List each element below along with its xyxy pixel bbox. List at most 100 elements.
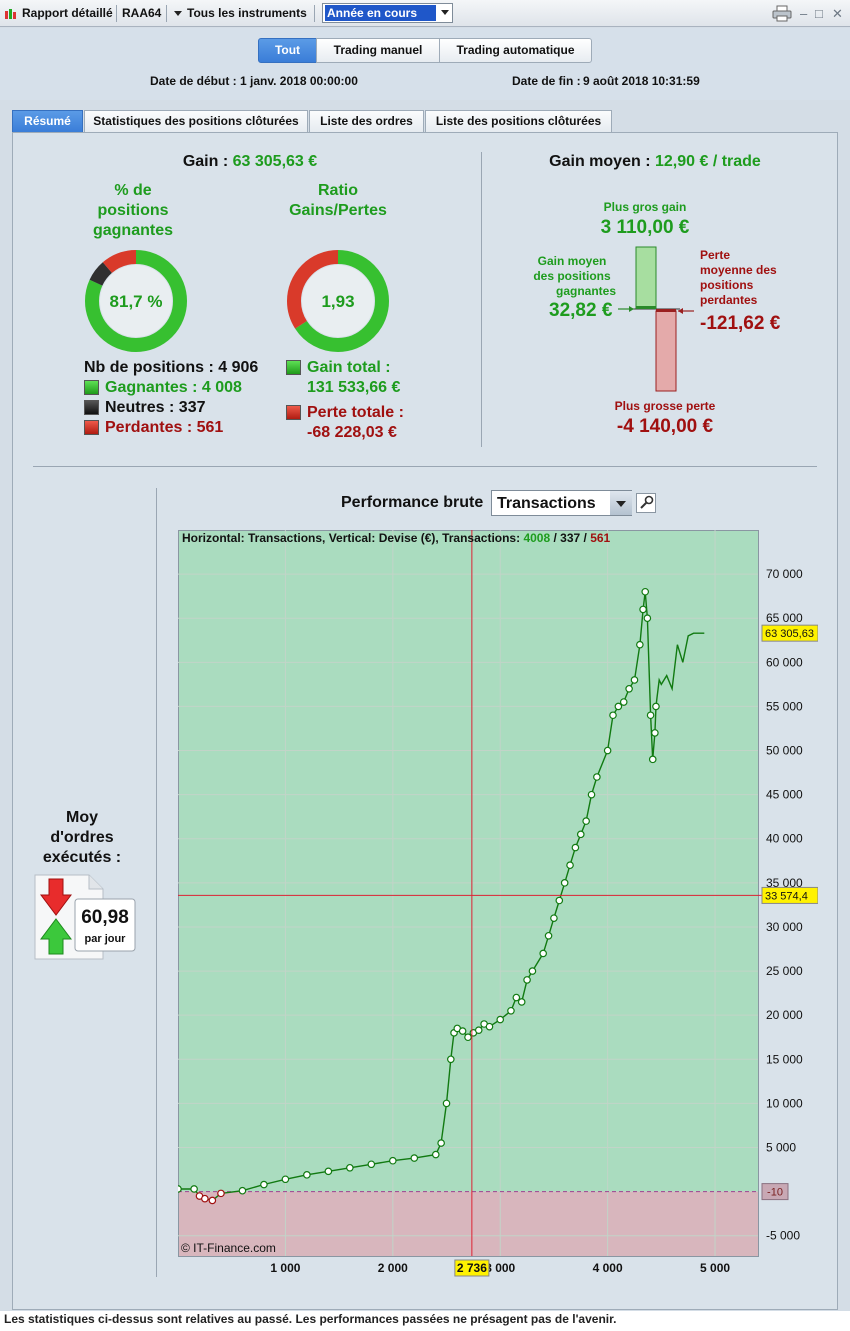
- neutral-count: Neutres : 337: [105, 399, 206, 416]
- chart-info-sep: /: [580, 531, 591, 545]
- data-point: [636, 640, 644, 649]
- tab-orders[interactable]: Liste des ordres: [309, 110, 424, 132]
- title-bar: Rapport détaillé RAA64 Tous les instrume…: [0, 0, 850, 27]
- close-icon[interactable]: ✕: [832, 6, 843, 21]
- maximize-icon[interactable]: □: [815, 6, 823, 21]
- tab-closed-stats[interactable]: Statistiques des positions clôturées: [84, 110, 308, 132]
- report-icon: [4, 7, 18, 21]
- account-label[interactable]: RAA64: [122, 6, 162, 20]
- arrow-right-icon: [629, 306, 634, 312]
- period-select[interactable]: Année en cours: [322, 3, 453, 23]
- filter-auto-button[interactable]: Trading automatique: [439, 38, 592, 63]
- avg-loss-value: -121,62 €: [700, 313, 781, 334]
- biggest-gain-value: 3 110,00 €: [600, 217, 690, 238]
- y-tick-label: 30 000: [766, 920, 803, 934]
- y-tick-label: 5 000: [766, 1140, 796, 1154]
- data-point: [437, 1139, 445, 1147]
- loss-total-label: Perte totale :: [307, 404, 404, 421]
- filter-manual-button[interactable]: Trading manuel: [316, 38, 440, 63]
- y-tick-label: 35 000: [766, 876, 803, 890]
- performance-label: Performance brute: [341, 494, 484, 511]
- y-tick-label: -5 000: [766, 1229, 800, 1243]
- positions-count: Nb de positions : 4 906: [84, 359, 259, 376]
- y-tick-label: 15 000: [766, 1052, 803, 1066]
- divider: [166, 5, 167, 22]
- report-title: Rapport détaillé: [22, 6, 113, 20]
- data-point: [528, 967, 537, 975]
- wrench-icon[interactable]: [636, 493, 656, 513]
- tab-closed-positions[interactable]: Liste des positions clôturées: [425, 110, 612, 132]
- start-date-label: Date de début :: [150, 74, 237, 88]
- chart-frame: [178, 530, 759, 1257]
- data-point: [614, 702, 623, 711]
- avg-loss-label: Perte moyenne des positions perdantes: [700, 248, 790, 308]
- orders-icon: [34, 874, 136, 960]
- data-point: [544, 931, 553, 940]
- data-point: [643, 614, 652, 623]
- y-tick-label: 40 000: [766, 832, 803, 846]
- y-tick-label: 65 000: [766, 611, 803, 625]
- chart-copyright: © IT-Finance.com: [181, 1241, 276, 1255]
- crosshair-y-label-box: [761, 886, 818, 904]
- data-point: [201, 1194, 209, 1203]
- data-point: [593, 773, 601, 781]
- tab-summary[interactable]: Résumé: [12, 110, 83, 132]
- minimize-icon[interactable]: –: [800, 6, 808, 21]
- chart-info-win: 4008: [523, 531, 551, 545]
- losers-count: Perdantes : 561: [105, 419, 224, 436]
- winners-count: Gagnantes : 4 008: [105, 379, 242, 396]
- equity-line: [178, 591, 705, 1202]
- data-point: [324, 1167, 333, 1176]
- divider: [481, 152, 482, 447]
- zero-label: -10: [767, 1187, 783, 1199]
- data-point: [367, 1160, 376, 1169]
- data-point: [651, 729, 659, 737]
- avg-win-value: 32,82 €: [549, 300, 613, 321]
- gain-value: 63 305,63 €: [232, 153, 318, 170]
- ratio-title-line: Gains/Pertes: [289, 202, 387, 219]
- crosshair-y-label: 33 574,4: [765, 890, 808, 902]
- data-point: [625, 684, 633, 693]
- crosshair-x-label-box: [454, 1259, 490, 1277]
- header: Tout Trading manuel Trading automatique …: [0, 28, 850, 100]
- neutral-swatch: [84, 400, 99, 415]
- avg-gain-label: Gain moyen :: [549, 153, 651, 170]
- donut-losers-segment: [85, 250, 187, 352]
- chevron-down-icon[interactable]: [174, 11, 182, 16]
- end-date-value: 9 août 2018 10:31:59: [583, 74, 700, 88]
- data-point: [641, 587, 650, 596]
- print-icon[interactable]: [772, 5, 792, 22]
- data-point: [571, 843, 580, 852]
- x-tick-label: 4 000: [593, 1261, 623, 1275]
- performance-mode-select[interactable]: Transactions: [491, 490, 632, 516]
- data-point: [281, 1175, 290, 1184]
- data-point: [523, 976, 531, 984]
- data-point: [178, 1185, 182, 1193]
- gain-total-swatch: [286, 360, 301, 375]
- filter-all-button[interactable]: Tout: [258, 38, 317, 63]
- biggest-loss-label: Plus grosse perte: [614, 399, 716, 413]
- footer-note: Les statistiques ci-dessus sont relative…: [0, 1311, 850, 1331]
- avg-win-mark: [636, 306, 656, 309]
- gain-label: Gain :: [182, 153, 229, 170]
- y-tick-label: 20 000: [766, 1008, 803, 1022]
- zero-label-box: [761, 1183, 789, 1201]
- data-point: [485, 1022, 494, 1031]
- y-tick-label: 25 000: [766, 964, 803, 978]
- divider: [33, 466, 817, 467]
- biggest-gain-label: Plus gros gain: [603, 200, 687, 214]
- avg-loss-label-line: moyenne des: [700, 263, 777, 277]
- chevron-down-icon: [441, 10, 449, 15]
- chart-negative-area: [178, 1191, 758, 1256]
- performance-chart[interactable]: 1 000 2 000 3 000 4 000 5 000 70 000 65 000 60 …: [178, 530, 818, 1290]
- avg-gain-value: 12,90 € / trade: [654, 153, 761, 170]
- avg-loss-label-line: perdantes: [700, 293, 758, 307]
- y-tick-label: 60 000: [766, 655, 803, 669]
- data-point: [442, 1099, 451, 1108]
- data-point: [609, 711, 617, 720]
- instruments-dropdown[interactable]: Tous les instruments: [187, 6, 307, 20]
- data-point: [496, 1015, 505, 1024]
- data-point: [260, 1180, 268, 1189]
- end-date-label: Date de fin :: [512, 74, 581, 88]
- data-point: [190, 1185, 198, 1193]
